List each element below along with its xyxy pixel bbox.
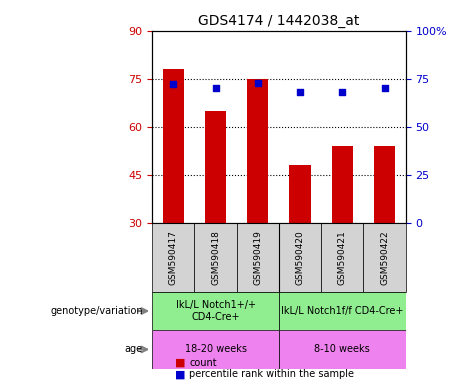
Text: ■: ■ xyxy=(175,358,186,368)
Bar xyxy=(152,330,279,369)
Text: GSM590420: GSM590420 xyxy=(296,230,305,285)
Bar xyxy=(279,330,406,369)
Text: GSM590421: GSM590421 xyxy=(338,230,347,285)
Text: age: age xyxy=(125,344,143,354)
Bar xyxy=(247,79,268,223)
Text: IkL/L Notch1f/f CD4-Cre+: IkL/L Notch1f/f CD4-Cre+ xyxy=(281,306,403,316)
Text: genotype/variation: genotype/variation xyxy=(50,306,143,316)
Point xyxy=(170,81,177,88)
Bar xyxy=(163,69,184,223)
Point xyxy=(212,85,219,91)
Point xyxy=(296,89,304,95)
Bar xyxy=(332,146,353,223)
Point xyxy=(338,89,346,95)
Bar xyxy=(321,223,363,292)
Text: 18-20 weeks: 18-20 weeks xyxy=(184,344,247,354)
Point xyxy=(254,79,261,86)
Text: count: count xyxy=(189,358,217,368)
Bar xyxy=(236,223,279,292)
Bar xyxy=(205,111,226,223)
Text: GSM590418: GSM590418 xyxy=(211,230,220,285)
Text: ■: ■ xyxy=(175,369,186,379)
Point xyxy=(381,85,388,91)
Text: GSM590417: GSM590417 xyxy=(169,230,178,285)
Title: GDS4174 / 1442038_at: GDS4174 / 1442038_at xyxy=(198,14,360,28)
Text: percentile rank within the sample: percentile rank within the sample xyxy=(189,369,354,379)
Bar xyxy=(152,223,195,292)
Text: IkL/L Notch1+/+
CD4-Cre+: IkL/L Notch1+/+ CD4-Cre+ xyxy=(176,300,255,322)
Text: 8-10 weeks: 8-10 weeks xyxy=(314,344,370,354)
Bar xyxy=(279,223,321,292)
Bar xyxy=(374,146,395,223)
Bar xyxy=(279,292,406,330)
Text: GSM590422: GSM590422 xyxy=(380,230,389,285)
Bar xyxy=(195,223,236,292)
Bar xyxy=(152,292,279,330)
Bar xyxy=(363,223,406,292)
Text: GSM590419: GSM590419 xyxy=(253,230,262,285)
Bar xyxy=(290,165,311,223)
